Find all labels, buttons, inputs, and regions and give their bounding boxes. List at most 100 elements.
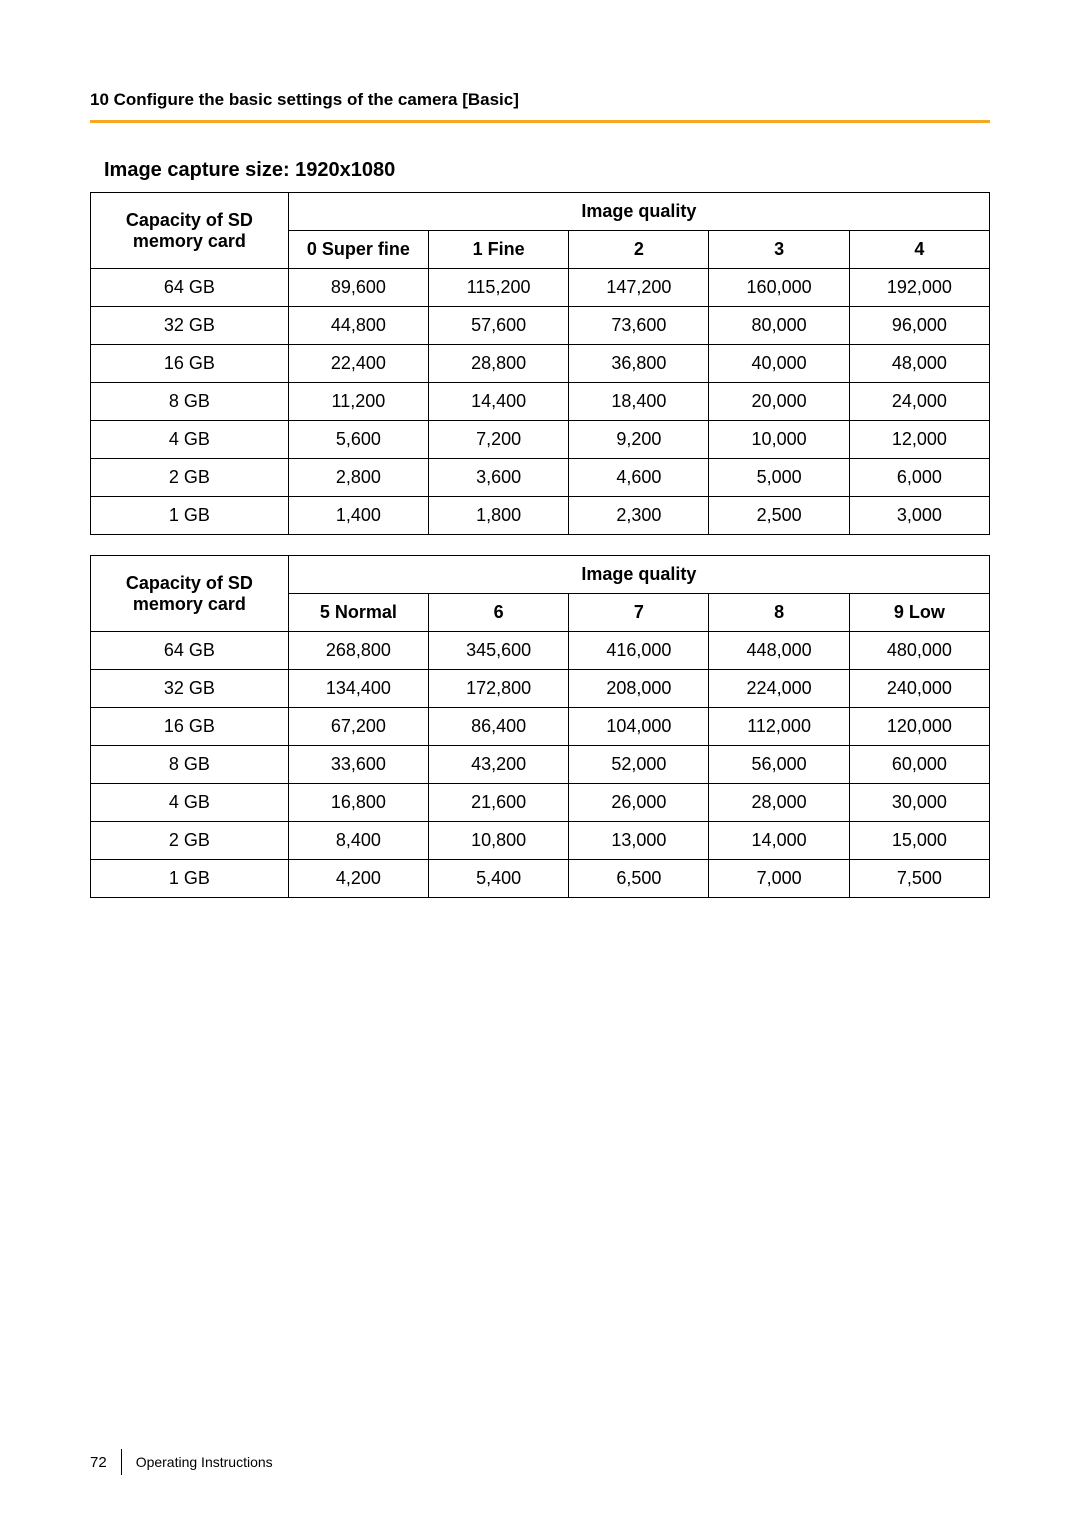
- table-row: 2 GB 8,400 10,800 13,000 14,000 15,000: [91, 822, 990, 860]
- value-cell: 4,600: [569, 459, 709, 497]
- value-cell: 67,200: [288, 708, 428, 746]
- value-cell: 14,400: [429, 383, 569, 421]
- table-row: 32 GB 44,800 57,600 73,600 80,000 96,000: [91, 307, 990, 345]
- value-cell: 160,000: [709, 269, 849, 307]
- table-row: 32 GB 134,400 172,800 208,000 224,000 24…: [91, 670, 990, 708]
- value-cell: 96,000: [849, 307, 989, 345]
- value-cell: 208,000: [569, 670, 709, 708]
- value-cell: 33,600: [288, 746, 428, 784]
- value-cell: 448,000: [709, 632, 849, 670]
- table-row: 2 GB 2,800 3,600 4,600 5,000 6,000: [91, 459, 990, 497]
- value-cell: 15,000: [849, 822, 989, 860]
- value-cell: 10,800: [429, 822, 569, 860]
- value-cell: 104,000: [569, 708, 709, 746]
- row-header-l2: memory card: [133, 231, 246, 251]
- table-row: 8 GB 11,200 14,400 18,400 20,000 24,000: [91, 383, 990, 421]
- value-cell: 115,200: [429, 269, 569, 307]
- value-cell: 30,000: [849, 784, 989, 822]
- value-cell: 16,800: [288, 784, 428, 822]
- value-cell: 26,000: [569, 784, 709, 822]
- page-number: 72: [90, 1454, 121, 1471]
- value-cell: 480,000: [849, 632, 989, 670]
- value-cell: 13,000: [569, 822, 709, 860]
- value-cell: 28,000: [709, 784, 849, 822]
- group-header: Image quality: [288, 556, 989, 594]
- col-header: 2: [569, 231, 709, 269]
- value-cell: 172,800: [429, 670, 569, 708]
- value-cell: 2,800: [288, 459, 428, 497]
- value-cell: 268,800: [288, 632, 428, 670]
- value-cell: 11,200: [288, 383, 428, 421]
- value-cell: 10,000: [709, 421, 849, 459]
- col-header: 3: [709, 231, 849, 269]
- section-title: Image capture size: 1920x1080: [90, 159, 990, 182]
- capacity-table-2: Capacity of SD memory card Image quality…: [90, 555, 990, 898]
- col-header: 6: [429, 594, 569, 632]
- value-cell: 57,600: [429, 307, 569, 345]
- row-header-l1: Capacity of SD: [126, 210, 253, 230]
- col-header: 0 Super fine: [288, 231, 428, 269]
- page: 10 Configure the basic settings of the c…: [0, 0, 1080, 1527]
- value-cell: 5,600: [288, 421, 428, 459]
- value-cell: 3,600: [429, 459, 569, 497]
- table-row: 64 GB 268,800 345,600 416,000 448,000 48…: [91, 632, 990, 670]
- value-cell: 7,000: [709, 860, 849, 898]
- value-cell: 1,400: [288, 497, 428, 535]
- table-row: 16 GB 22,400 28,800 36,800 40,000 48,000: [91, 345, 990, 383]
- value-cell: 7,200: [429, 421, 569, 459]
- table-row: 8 GB 33,600 43,200 52,000 56,000 60,000: [91, 746, 990, 784]
- group-header: Image quality: [288, 193, 989, 231]
- value-cell: 86,400: [429, 708, 569, 746]
- value-cell: 345,600: [429, 632, 569, 670]
- value-cell: 1,800: [429, 497, 569, 535]
- capacity-cell: 32 GB: [91, 307, 289, 345]
- page-footer: 72 Operating Instructions: [90, 1449, 273, 1475]
- value-cell: 5,000: [709, 459, 849, 497]
- table-row: 1 GB 4,200 5,400 6,500 7,000 7,500: [91, 860, 990, 898]
- capacity-cell: 64 GB: [91, 632, 289, 670]
- col-header: 7: [569, 594, 709, 632]
- row-header-l1: Capacity of SD: [126, 573, 253, 593]
- row-header: Capacity of SD memory card: [91, 193, 289, 269]
- capacity-cell: 8 GB: [91, 746, 289, 784]
- value-cell: 3,000: [849, 497, 989, 535]
- capacity-cell: 4 GB: [91, 784, 289, 822]
- table-row: 4 GB 16,800 21,600 26,000 28,000 30,000: [91, 784, 990, 822]
- capacity-cell: 16 GB: [91, 345, 289, 383]
- value-cell: 8,400: [288, 822, 428, 860]
- col-header: 5 Normal: [288, 594, 428, 632]
- value-cell: 240,000: [849, 670, 989, 708]
- value-cell: 89,600: [288, 269, 428, 307]
- value-cell: 416,000: [569, 632, 709, 670]
- value-cell: 4,200: [288, 860, 428, 898]
- value-cell: 9,200: [569, 421, 709, 459]
- value-cell: 56,000: [709, 746, 849, 784]
- chapter-header: 10 Configure the basic settings of the c…: [90, 90, 990, 120]
- value-cell: 120,000: [849, 708, 989, 746]
- value-cell: 192,000: [849, 269, 989, 307]
- value-cell: 73,600: [569, 307, 709, 345]
- value-cell: 20,000: [709, 383, 849, 421]
- value-cell: 2,300: [569, 497, 709, 535]
- capacity-cell: 16 GB: [91, 708, 289, 746]
- doc-label: Operating Instructions: [136, 1454, 273, 1470]
- capacity-cell: 32 GB: [91, 670, 289, 708]
- capacity-cell: 64 GB: [91, 269, 289, 307]
- table-row: 1 GB 1,400 1,800 2,300 2,500 3,000: [91, 497, 990, 535]
- value-cell: 6,000: [849, 459, 989, 497]
- value-cell: 40,000: [709, 345, 849, 383]
- value-cell: 36,800: [569, 345, 709, 383]
- value-cell: 28,800: [429, 345, 569, 383]
- capacity-cell: 1 GB: [91, 497, 289, 535]
- capacity-cell: 2 GB: [91, 459, 289, 497]
- value-cell: 112,000: [709, 708, 849, 746]
- col-header: 8: [709, 594, 849, 632]
- value-cell: 6,500: [569, 860, 709, 898]
- value-cell: 60,000: [849, 746, 989, 784]
- col-header: 1 Fine: [429, 231, 569, 269]
- value-cell: 24,000: [849, 383, 989, 421]
- row-header: Capacity of SD memory card: [91, 556, 289, 632]
- value-cell: 14,000: [709, 822, 849, 860]
- value-cell: 22,400: [288, 345, 428, 383]
- table-row: 16 GB 67,200 86,400 104,000 112,000 120,…: [91, 708, 990, 746]
